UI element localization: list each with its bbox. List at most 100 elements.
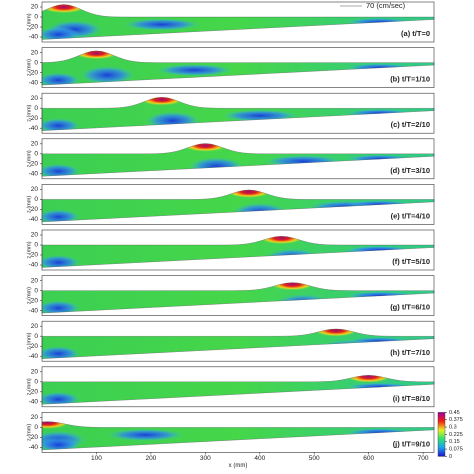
y-tick-label: 0 xyxy=(34,105,38,112)
y-tick-label: 20 xyxy=(31,323,39,330)
low-speed-region xyxy=(145,111,200,130)
panel: 20 0 -20 -40 z (mm) (h) t/T=7/10 xyxy=(26,320,435,362)
panel-label: (c) t/T=2/10 xyxy=(391,120,430,129)
low-speed-region xyxy=(428,383,434,396)
low-speed-region xyxy=(221,109,298,122)
y-tick-label: -20 xyxy=(29,343,39,350)
low-speed-region xyxy=(42,72,81,86)
y-tick-label: -20 xyxy=(29,115,39,122)
y-axis-label: z (mm) xyxy=(26,424,32,441)
surface xyxy=(41,97,435,131)
y-tick-label: -20 xyxy=(29,252,39,259)
surface xyxy=(41,143,435,177)
field-bg xyxy=(42,375,434,405)
panel-label: (e) t/T=4/10 xyxy=(391,211,430,220)
y-tick-label: -20 xyxy=(29,206,39,213)
panel-frame xyxy=(41,184,435,225)
surface xyxy=(41,328,435,359)
panel-frame xyxy=(41,366,435,408)
low-speed-region xyxy=(265,248,320,267)
low-speed-region xyxy=(346,382,413,391)
colorbar-tick-label: 0.375 xyxy=(449,417,463,423)
low-speed-region xyxy=(346,337,413,346)
x-tick-label: 200 xyxy=(145,455,156,462)
y-tick-label: -20 xyxy=(29,297,39,304)
crest-region xyxy=(42,4,86,13)
crest-region xyxy=(74,50,119,60)
y-tick-label: -40 xyxy=(29,171,39,178)
y-tick-label: -20 xyxy=(29,434,39,441)
colorbar-tick-label: 0.225 xyxy=(449,432,463,438)
panel-frame xyxy=(41,1,435,43)
y-tick-label: -20 xyxy=(29,24,39,31)
low-speed-region xyxy=(156,64,233,77)
colorbar-tick-label: 0.075 xyxy=(449,447,463,453)
y-tick-label: 20 xyxy=(31,186,39,193)
field-bg xyxy=(42,282,434,314)
panel-label: (b) t/T=1/10 xyxy=(390,75,430,84)
low-speed-region xyxy=(346,18,413,26)
panel-frame xyxy=(41,320,435,362)
y-axis-label: z (mm) xyxy=(26,287,32,304)
x-tick-label: 700 xyxy=(418,455,429,462)
panel: 20 0 -20 -40 z (mm) (a) t/T=0 70 (cm/sec) xyxy=(26,1,435,43)
y-axis-label: z (mm) xyxy=(26,378,32,395)
panel-label: (j) t/T=9/10 xyxy=(393,439,430,448)
low-speed-region xyxy=(265,155,342,168)
panel: 20 0 -20 -40 z (mm) (g) t/T=6/10 xyxy=(26,275,435,316)
panel: 20 0 -20 -40 z (mm) (e) t/T=4/10 xyxy=(26,184,435,225)
panel-frame xyxy=(41,138,435,180)
low-speed-region xyxy=(319,339,375,358)
field-bg xyxy=(42,50,434,86)
low-speed-region xyxy=(42,163,81,177)
low-speed-region xyxy=(107,428,184,441)
y-tick-label: -20 xyxy=(29,161,39,168)
colorbar-tick-label: 0.3 xyxy=(449,425,457,431)
crest-region xyxy=(183,143,228,152)
panel-label: (h) t/T=7/10 xyxy=(390,348,430,357)
y-tick-label: -40 xyxy=(29,353,39,360)
panel-label: (f) t/T=5/10 xyxy=(392,257,430,266)
y-tick-label: 20 xyxy=(31,141,39,148)
y-tick-label: 0 xyxy=(34,242,38,249)
low-speed-region xyxy=(346,291,413,300)
y-tick-label: 20 xyxy=(31,95,39,102)
y-tick-label: 0 xyxy=(34,424,38,431)
field xyxy=(42,50,434,86)
y-axis-label: z (mm) xyxy=(26,196,32,213)
field xyxy=(42,189,434,222)
panel: 20 0 -20 -40 z (mm) (b) t/T=1/10 xyxy=(26,47,435,88)
y-tick-label: 0 xyxy=(34,151,38,158)
low-speed-region xyxy=(346,109,413,118)
field xyxy=(42,282,434,314)
y-tick-label: -20 xyxy=(29,69,39,76)
panel: 20 0 -20 -40 z (mm) (f) t/T=5/10 xyxy=(26,229,435,271)
field xyxy=(42,421,434,450)
low-speed-region xyxy=(346,154,413,163)
low-speed-region xyxy=(42,27,81,40)
panel: 20 0 -20 -40 z (mm) (d) t/T=3/10 xyxy=(26,138,435,180)
low-speed-region xyxy=(42,437,81,450)
panel-label: (d) t/T=3/10 xyxy=(390,166,430,175)
panel-label: (g) t/T=6/10 xyxy=(390,303,430,312)
panel-label: (i) t/T=8/10 xyxy=(393,394,430,403)
field-bg xyxy=(42,143,434,177)
low-speed-region xyxy=(346,246,413,254)
y-tick-label: 0 xyxy=(34,379,38,386)
low-speed-region xyxy=(42,300,81,314)
x-tick-label: 100 xyxy=(91,455,102,462)
surface xyxy=(41,189,435,223)
y-tick-label: 20 xyxy=(31,277,39,284)
surface xyxy=(41,4,435,40)
x-tick-label: 500 xyxy=(309,455,320,462)
crest-region xyxy=(270,282,315,291)
low-speed-region xyxy=(346,200,413,209)
x-axis-label: x (mm) xyxy=(229,463,248,469)
y-tick-label: -40 xyxy=(29,216,39,223)
field-bg xyxy=(42,189,434,222)
panel: 20 0 -20 -40 z (mm) (i) t/T=8/10 xyxy=(26,366,435,408)
panel-frame xyxy=(41,275,435,316)
y-tick-label: 0 xyxy=(34,14,38,21)
field-bg xyxy=(42,328,434,359)
